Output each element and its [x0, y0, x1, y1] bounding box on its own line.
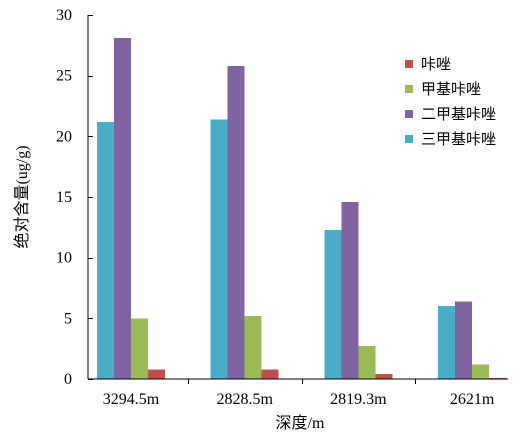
- x-tick-label: 2819.3m: [330, 391, 387, 408]
- legend-swatch: [405, 60, 413, 68]
- legend-item: 三甲基咔唑: [405, 131, 496, 148]
- x-axis-title: 深度/m: [276, 414, 325, 432]
- y-axis-title: 绝对含量(ug/g): [13, 145, 31, 248]
- series-0-bar-0: [148, 369, 165, 379]
- legend-swatch: [405, 135, 413, 143]
- y-tick-label: 0: [64, 371, 72, 388]
- bars: [97, 38, 507, 380]
- series-2-bar-1: [227, 65, 245, 380]
- series-3-bar-2: [324, 229, 342, 379]
- x-tick-label: 2621m: [450, 391, 495, 408]
- series-0-bar-1: [261, 369, 279, 379]
- legend-label: 甲基咔唑: [421, 81, 481, 98]
- series-2-bar-2: [341, 201, 359, 379]
- series-3-bar-0: [97, 121, 114, 380]
- y-tick-label: 20: [56, 128, 72, 145]
- series-3-bar-1: [210, 119, 228, 379]
- axes: [87, 15, 508, 384]
- y-tick-label: 15: [56, 189, 72, 206]
- series-0-bar-2: [375, 374, 393, 379]
- y-tick-label: 10: [56, 250, 72, 267]
- legend-swatch: [405, 110, 413, 118]
- series-1-bar-0: [131, 318, 148, 379]
- legend-swatch: [405, 85, 413, 93]
- legend-item: 咔唑: [405, 56, 451, 73]
- series-1-bar-2: [358, 346, 376, 379]
- legend-item: 二甲基咔唑: [405, 106, 496, 123]
- series-3-bar-3: [438, 306, 456, 379]
- legend-label: 二甲基咔唑: [421, 106, 496, 123]
- series-2-bar-0: [114, 38, 131, 379]
- legend-label: 咔唑: [421, 56, 451, 73]
- series-0-bar-3: [489, 377, 507, 379]
- y-tick-label: 5: [64, 310, 72, 327]
- series-2-bar-3: [455, 301, 473, 379]
- series-1-bar-3: [472, 364, 490, 379]
- y-tick-label: 30: [56, 7, 72, 24]
- x-tick-label: 3294.5m: [103, 391, 160, 408]
- legend-item: 甲基咔唑: [405, 81, 481, 98]
- series-1-bar-1: [244, 315, 262, 379]
- legend-label: 三甲基咔唑: [421, 131, 496, 148]
- y-tick-label: 25: [56, 68, 72, 85]
- x-tick-label: 2828.5m: [216, 391, 273, 408]
